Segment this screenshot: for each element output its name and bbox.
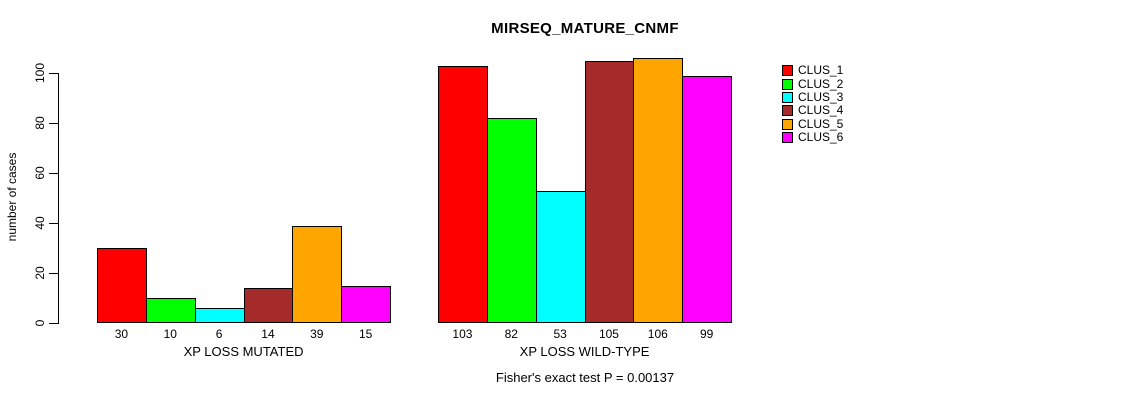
- bar-value-label: 99: [699, 327, 714, 341]
- bar-clus_1: [97, 248, 147, 323]
- legend-entry: CLUS_1: [782, 64, 843, 77]
- bar-value-label: 82: [504, 327, 518, 341]
- bar-clus_4: [243, 288, 294, 323]
- legend-label: CLUS_4: [798, 103, 844, 118]
- legend-entry: CLUS_5: [782, 116, 844, 131]
- y-axis-tick: [49, 223, 58, 224]
- legend: CLUS_1 CLUS_2 CLUS_3 CLUS_4 CLUS_5 CLUS_6: [782, 64, 843, 144]
- bar-clus_2: [486, 118, 537, 323]
- legend-entry: CLUS_3: [782, 89, 844, 104]
- bar-value-label: 103: [452, 327, 473, 341]
- legend-label: CLUS_6: [798, 130, 844, 145]
- bar-value-label: 30: [114, 327, 129, 341]
- legend-swatch: [782, 65, 793, 77]
- legend-label: CLUS_5: [798, 116, 844, 131]
- y-tick-label: 60: [33, 166, 47, 180]
- legend-entry: CLUS_6: [782, 131, 843, 144]
- legend-swatch: [782, 118, 793, 130]
- bar-value-label: 6: [215, 327, 223, 341]
- legend-swatch: [782, 132, 793, 144]
- x-group-label: XP LOSS WILD-TYPE: [519, 344, 650, 359]
- bar-clus_6: [341, 285, 392, 323]
- y-axis-tick: [49, 123, 58, 124]
- bar-value-label: 10: [163, 327, 177, 341]
- legend-swatch: [782, 91, 793, 103]
- bar-clus_5: [633, 58, 684, 323]
- bar-value-label: 106: [647, 327, 668, 341]
- y-axis-tick: [49, 323, 58, 324]
- bar-clus_5: [292, 225, 343, 323]
- x-group-label: XP LOSS MUTATED: [183, 344, 304, 359]
- bar-clus_3: [535, 190, 586, 323]
- y-axis-label: number of cases: [5, 152, 19, 242]
- legend-entry: CLUS_4: [782, 104, 843, 117]
- bar-value-label: 14: [261, 327, 275, 341]
- chart-title: MIRSEQ_MATURE_CNMF: [491, 20, 679, 37]
- bar-clus_4: [584, 60, 635, 323]
- legend-label: CLUS_3: [798, 89, 844, 104]
- bar-clus_6: [682, 75, 733, 323]
- bar-clus_3: [194, 308, 245, 323]
- bar-value-label: 53: [553, 327, 567, 341]
- y-tick-label: 100: [33, 62, 47, 84]
- y-axis-tick: [49, 73, 58, 74]
- legend-label: CLUS_2: [798, 76, 844, 91]
- legend-label: CLUS_1: [798, 63, 844, 78]
- bar-clus_2: [145, 298, 196, 323]
- bar-value-label: 39: [310, 327, 324, 341]
- legend-swatch: [782, 78, 793, 90]
- bar-value-label: 15: [358, 327, 373, 341]
- y-tick-label: 80: [33, 116, 47, 130]
- y-tick-label: 40: [33, 216, 47, 230]
- bar-clus_1: [438, 65, 488, 323]
- bar-value-label: 105: [598, 327, 619, 341]
- y-axis-tick: [49, 173, 58, 174]
- y-axis-line: [58, 73, 59, 324]
- legend-entry: CLUS_2: [782, 77, 843, 90]
- legend-swatch: [782, 105, 793, 117]
- footnote: Fisher's exact test P = 0.00137: [495, 370, 675, 385]
- y-tick-label: 20: [33, 266, 47, 280]
- y-axis-tick: [49, 273, 58, 274]
- y-tick-label: 0: [33, 319, 47, 327]
